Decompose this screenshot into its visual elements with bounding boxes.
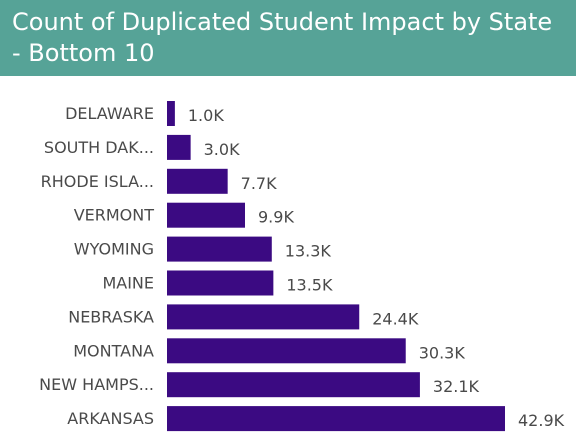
bar[interactable] bbox=[167, 202, 245, 228]
chart-title: Count of Duplicated Student Impact by St… bbox=[12, 8, 553, 67]
bar[interactable] bbox=[167, 338, 406, 364]
category-label: VERMONT bbox=[74, 206, 155, 225]
data-label: 24.4K bbox=[372, 309, 419, 328]
bar[interactable] bbox=[167, 134, 191, 160]
chart-title-bar: Count of Duplicated Student Impact by St… bbox=[0, 0, 576, 76]
data-label: 7.7K bbox=[241, 174, 277, 193]
data-label: 32.1K bbox=[433, 377, 480, 396]
bar[interactable] bbox=[167, 236, 272, 262]
data-label: 30.3K bbox=[419, 343, 466, 362]
bar[interactable] bbox=[167, 270, 274, 296]
category-label: ARKANSAS bbox=[67, 409, 154, 428]
bar-chart-svg: DELAWARE 1.0K SOUTH DAK... 3.0K RHODE ISLA..… bbox=[39, 101, 565, 432]
data-label: 9.9K bbox=[258, 208, 294, 227]
bar[interactable] bbox=[167, 372, 420, 398]
bar[interactable] bbox=[167, 168, 228, 194]
category-label: MAINE bbox=[102, 274, 154, 293]
data-label: 13.3K bbox=[285, 242, 332, 261]
bar[interactable] bbox=[167, 101, 175, 126]
category-label: NEW HAMPS... bbox=[39, 375, 154, 394]
category-label: NEBRASKA bbox=[68, 307, 154, 326]
data-label: 3.0K bbox=[204, 140, 240, 159]
data-label: 1.0K bbox=[188, 106, 224, 125]
bar[interactable] bbox=[167, 406, 505, 432]
category-label: RHODE ISLA... bbox=[41, 172, 154, 191]
category-label: MONTANA bbox=[73, 341, 154, 360]
category-label: DELAWARE bbox=[65, 104, 154, 123]
data-label: 42.9K bbox=[518, 411, 565, 430]
bar-chart: DELAWARE 1.0K SOUTH DAK... 3.0K RHODE ISLA..… bbox=[0, 76, 576, 440]
bar[interactable] bbox=[167, 304, 360, 330]
category-label: WYOMING bbox=[74, 240, 154, 259]
data-label: 13.5K bbox=[286, 276, 333, 295]
category-label: SOUTH DAK... bbox=[44, 138, 154, 157]
